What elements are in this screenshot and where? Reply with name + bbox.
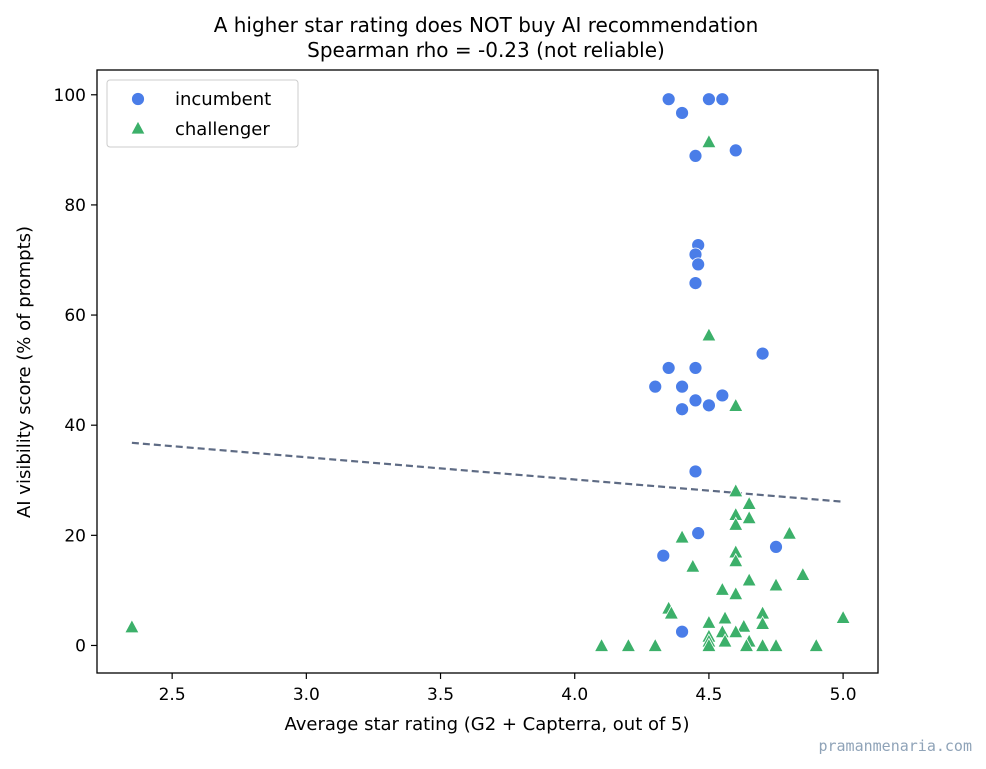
y-tick-label: 80 (64, 196, 86, 216)
data-point-incumbent (769, 539, 783, 554)
data-point-incumbent (691, 526, 706, 541)
data-point-challenger (701, 133, 717, 148)
trend-line (131, 441, 844, 503)
data-point-incumbent (728, 143, 743, 158)
data-point-challenger (124, 618, 140, 634)
data-point-challenger (685, 558, 701, 573)
data-point-incumbent (715, 388, 730, 403)
data-point-challenger (717, 633, 733, 648)
data-point-incumbent (688, 393, 703, 408)
data-point-challenger (620, 637, 637, 652)
data-point-incumbent (656, 548, 671, 563)
data-point-incumbent (661, 92, 676, 107)
data-point-challenger (674, 529, 690, 544)
data-point-incumbent (715, 92, 730, 107)
y-tick-label: 20 (64, 526, 86, 546)
y-tick-label: 100 (54, 86, 86, 106)
data-point-challenger (714, 623, 731, 639)
y-axis-label: AI visibility score (% of prompts) (14, 226, 35, 518)
data-point-incumbent (661, 361, 676, 375)
data-point-incumbent (675, 106, 689, 120)
x-axis-label: Average star rating (G2 + Capterra, out … (284, 714, 689, 735)
data-point-challenger (714, 581, 731, 596)
chart-title: A higher star rating does NOT buy AI rec… (214, 13, 759, 37)
data-point-challenger (835, 609, 851, 624)
data-point-challenger (741, 572, 757, 587)
plot-area (124, 92, 851, 652)
x-axis-ticks: 2.5 3.0 3.5 4.0 4.5 5.0 (159, 673, 857, 705)
data-point-challenger (728, 516, 744, 531)
data-point-challenger (738, 637, 755, 652)
data-point-incumbent (755, 346, 770, 361)
data-point-challenger (754, 637, 771, 652)
data-point-challenger (663, 605, 680, 620)
data-point-challenger (728, 585, 744, 601)
data-point-challenger (728, 552, 744, 568)
data-point-challenger (701, 614, 717, 629)
x-tick-label: 4.0 (561, 685, 588, 705)
chart-subtitle: Spearman rho = -0.23 (not reliable) (307, 38, 665, 62)
data-point-challenger (795, 566, 811, 581)
data-point-incumbent (688, 276, 703, 291)
data-point-challenger (768, 637, 784, 652)
data-point-challenger (781, 525, 798, 540)
data-point-challenger (701, 327, 717, 342)
data-point-incumbent (675, 379, 689, 394)
legend-label-incumbent: incumbent (175, 89, 271, 110)
data-point-challenger (701, 637, 717, 652)
y-tick-label: 60 (64, 306, 86, 326)
data-point-challenger (717, 610, 733, 625)
legend: incumbent challenger (106, 79, 299, 148)
data-point-incumbent (702, 92, 716, 107)
data-point-incumbent (691, 257, 706, 272)
data-point-challenger (768, 577, 784, 592)
data-point-challenger (647, 637, 663, 652)
y-tick-label: 0 (75, 636, 86, 656)
y-axis-ticks: 0 20 40 60 80 100 (54, 86, 97, 656)
x-tick-label: 4.5 (695, 685, 722, 705)
data-point-incumbent (675, 402, 689, 417)
plot-frame (96, 69, 879, 674)
data-point-challenger (728, 623, 744, 639)
data-point-challenger (741, 495, 757, 510)
data-point-challenger (808, 637, 824, 652)
data-point-incumbent (688, 361, 703, 375)
data-point-challenger (593, 637, 610, 652)
data-point-challenger (728, 482, 744, 498)
x-tick-label: 2.5 (159, 685, 186, 705)
data-point-incumbent (702, 398, 716, 413)
y-tick-label: 40 (64, 416, 86, 436)
x-tick-label: 3.5 (427, 685, 454, 705)
legend-marker-challenger (130, 120, 146, 135)
data-point-incumbent (688, 149, 703, 163)
data-point-challenger (736, 618, 752, 633)
watermark: pramanmenaria.com (818, 737, 972, 755)
legend-box (106, 79, 299, 148)
data-point-challenger (741, 509, 757, 525)
x-tick-label: 5.0 (830, 685, 857, 705)
data-point-incumbent (688, 464, 703, 479)
legend-label-challenger: challenger (175, 119, 270, 140)
x-tick-label: 3.0 (293, 685, 320, 705)
data-point-challenger (754, 615, 771, 630)
data-point-incumbent (648, 379, 663, 394)
legend-marker-incumbent (131, 92, 145, 106)
data-point-incumbent (675, 624, 689, 639)
data-point-challenger (728, 397, 744, 412)
